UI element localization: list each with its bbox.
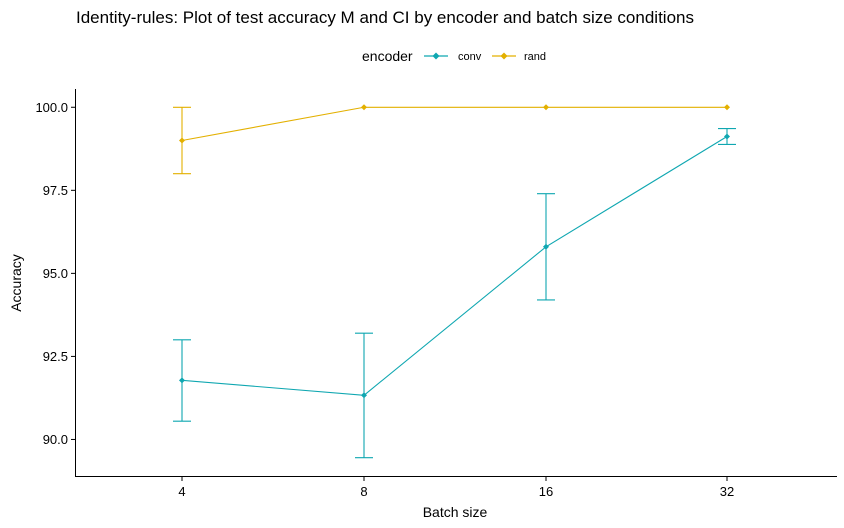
y-ticks: 90.0 92.5 95.0 97.5 100.0 [35, 100, 76, 447]
series-line-conv [181, 136, 728, 396]
y-axis-title: Accuracy [8, 254, 24, 312]
data-point-conv [361, 392, 367, 399]
series-rand [173, 104, 730, 175]
x-axis-title: Batch size [423, 504, 488, 520]
legend-key-rand-marker [500, 52, 508, 60]
series-layer [173, 104, 736, 459]
y-tick-label: 90.0 [43, 432, 68, 447]
data-point-conv [179, 377, 185, 384]
x-tick-label: 32 [720, 484, 734, 499]
x-tick-label: 8 [360, 484, 367, 499]
legend-title: encoder [362, 48, 413, 64]
series-line-rand [181, 106, 727, 142]
legend: encoder conv rand [362, 48, 546, 64]
x-ticks: 4 8 16 32 [178, 476, 734, 499]
y-tick-label: 97.5 [43, 183, 68, 198]
legend-label-conv: conv [458, 51, 482, 63]
data-point-rand [543, 104, 549, 111]
data-point-rand [724, 104, 730, 111]
data-point-rand [361, 104, 367, 111]
legend-key-conv [424, 52, 448, 60]
data-point-conv [724, 133, 730, 140]
legend-key-conv-marker [432, 52, 440, 60]
axes [75, 89, 837, 477]
series-conv [173, 127, 736, 459]
legend-label-rand: rand [524, 51, 546, 63]
legend-key-rand [492, 52, 516, 60]
x-tick-label: 4 [178, 484, 185, 499]
y-tick-label: 95.0 [43, 266, 68, 281]
y-tick-label: 92.5 [43, 349, 68, 364]
data-point-conv [543, 243, 549, 250]
x-tick-label: 16 [539, 484, 553, 499]
y-tick-label: 100.0 [35, 100, 68, 115]
chart-title: Identity-rules: Plot of test accuracy M … [76, 8, 694, 27]
data-point-rand [179, 137, 185, 144]
